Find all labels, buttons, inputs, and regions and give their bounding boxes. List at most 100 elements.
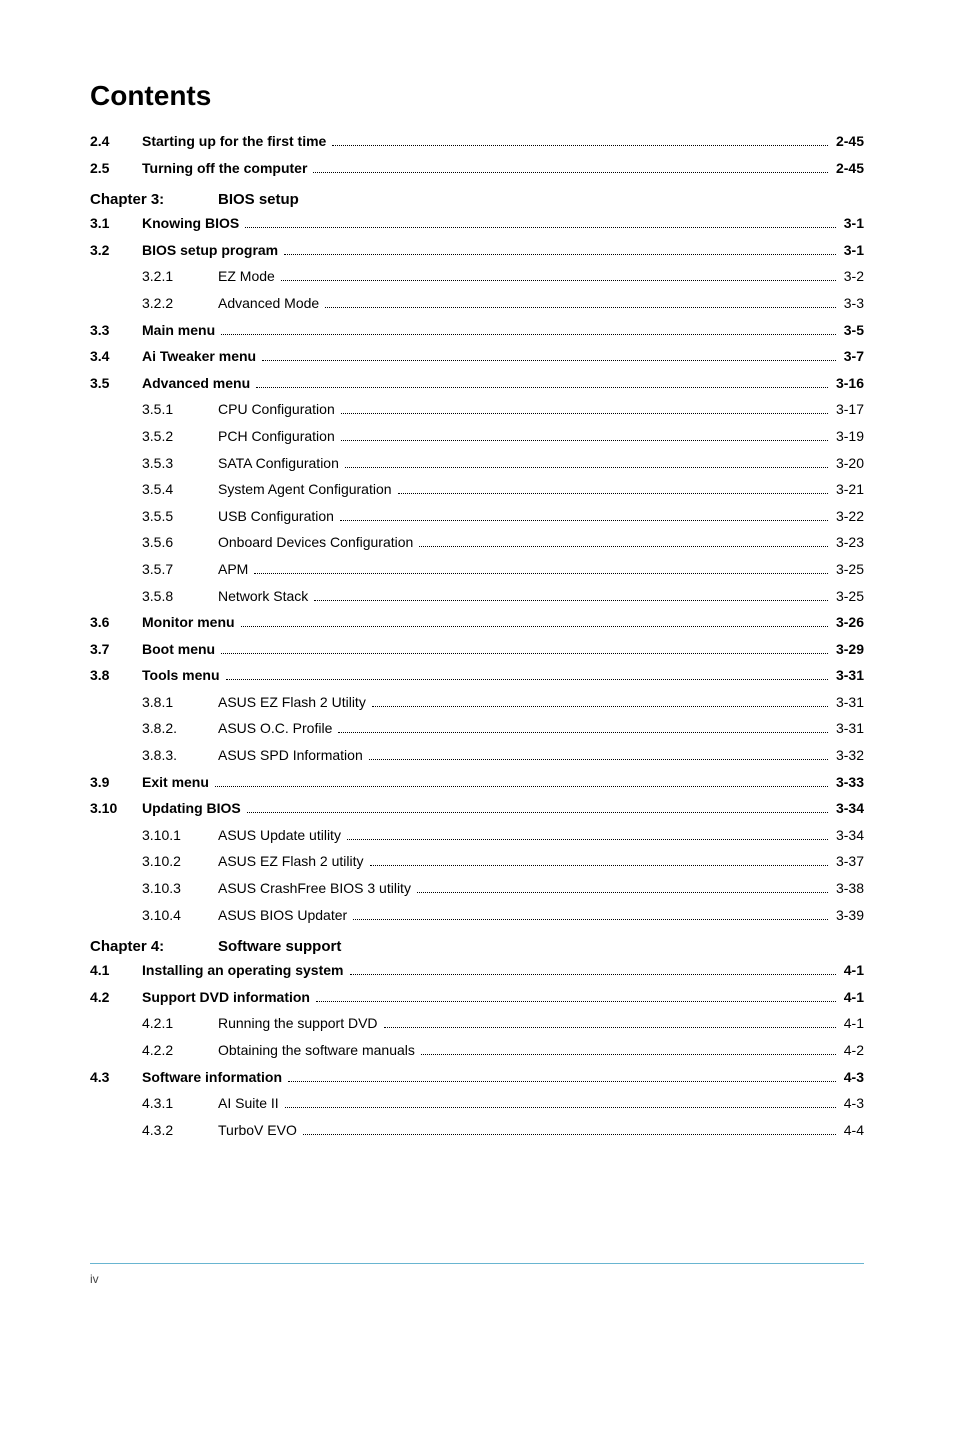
toc-leader-dots <box>316 1001 836 1002</box>
toc-section-number: 3.7 <box>90 636 142 663</box>
toc-page-number: 4-1 <box>840 984 864 1011</box>
toc-row: 4.1Installing an operating system4-1 <box>90 957 864 984</box>
toc-subsection-number: 3.5.6 <box>142 529 218 556</box>
toc-subrow: 3.2.2Advanced Mode3-3 <box>90 290 864 317</box>
toc-row: 4.3Software information4-3 <box>90 1064 864 1091</box>
toc-subsection-number: 4.3.1 <box>142 1090 218 1117</box>
toc-page-number: 4-2 <box>840 1037 864 1064</box>
toc-page-number: 3-25 <box>832 556 864 583</box>
toc-subrow: 3.8.2.ASUS O.C. Profile3-31 <box>90 715 864 742</box>
toc-subsection-title: ASUS EZ Flash 2 Utility <box>218 689 370 716</box>
toc-section-number: 3.4 <box>90 343 142 370</box>
toc-subsection-title: Onboard Devices Configuration <box>218 529 417 556</box>
toc-page-number: 3-34 <box>832 795 864 822</box>
toc-section-number: 3.5 <box>90 370 142 397</box>
toc-subsection-number: 3.5.2 <box>142 423 218 450</box>
chapter-heading: Chapter 4:Software support <box>90 938 864 955</box>
toc-subsection-title: System Agent Configuration <box>218 476 396 503</box>
toc-page-number: 3-5 <box>840 317 864 344</box>
toc-subsection-title: EZ Mode <box>218 263 279 290</box>
toc-subsection-number: 3.5.8 <box>142 583 218 610</box>
chapter-label: Chapter 4: <box>90 938 218 955</box>
toc-subrow: 4.3.1AI Suite II4-3 <box>90 1090 864 1117</box>
toc-section-title: Ai Tweaker menu <box>142 343 260 370</box>
toc-subrow: 3.5.4System Agent Configuration3-21 <box>90 476 864 503</box>
toc-page-number: 3-29 <box>832 636 864 663</box>
toc-subsection-number: 3.2.2 <box>142 290 218 317</box>
toc-page-number: 2-45 <box>832 155 864 182</box>
toc-subsection-title: Obtaining the software manuals <box>218 1037 419 1064</box>
toc-leader-dots <box>215 786 828 787</box>
toc-page-number: 3-17 <box>832 396 864 423</box>
toc-subsection-number: 3.5.4 <box>142 476 218 503</box>
toc-section-title: Starting up for the first time <box>142 128 330 155</box>
toc-section-number: 4.2 <box>90 984 142 1011</box>
toc-subsection-title: TurboV EVO <box>218 1117 301 1144</box>
toc-container: 2.4Starting up for the first time2-452.5… <box>90 128 864 1143</box>
toc-page-number: 3-22 <box>832 503 864 530</box>
toc-leader-dots <box>325 307 836 308</box>
toc-row: 2.4Starting up for the first time2-45 <box>90 128 864 155</box>
toc-leader-dots <box>417 892 828 893</box>
toc-row: 3.2BIOS setup program 3-1 <box>90 237 864 264</box>
toc-section-title: Updating BIOS <box>142 795 245 822</box>
toc-row: 4.2Support DVD information 4-1 <box>90 984 864 1011</box>
toc-leader-dots <box>281 280 836 281</box>
toc-subsection-title: Running the support DVD <box>218 1010 382 1037</box>
toc-subrow: 3.8.3.ASUS SPD Information3-32 <box>90 742 864 769</box>
toc-page-number: 3-20 <box>832 450 864 477</box>
toc-section-title: Software information <box>142 1064 286 1091</box>
toc-subrow: 3.5.3SATA Configuration3-20 <box>90 450 864 477</box>
toc-page-number: 2-45 <box>832 128 864 155</box>
toc-leader-dots <box>314 600 828 601</box>
toc-section-number: 3.2 <box>90 237 142 264</box>
toc-page-number: 3-25 <box>832 583 864 610</box>
toc-row: 3.8Tools menu3-31 <box>90 662 864 689</box>
toc-row: 3.7Boot menu3-29 <box>90 636 864 663</box>
toc-section-title: Installing an operating system <box>142 957 348 984</box>
toc-page-number: 3-3 <box>840 290 864 317</box>
toc-subsection-number: 3.10.2 <box>142 848 218 875</box>
toc-leader-dots <box>303 1134 836 1135</box>
toc-leader-dots <box>384 1027 836 1028</box>
page-footer: iv <box>90 1263 864 1286</box>
toc-subsection-title: ASUS O.C. Profile <box>218 715 336 742</box>
toc-subrow: 3.5.2PCH Configuration3-19 <box>90 423 864 450</box>
toc-leader-dots <box>254 573 828 574</box>
toc-subrow: 3.10.2ASUS EZ Flash 2 utility3-37 <box>90 848 864 875</box>
toc-subrow: 3.5.1CPU Configuration3-17 <box>90 396 864 423</box>
toc-leader-dots <box>419 546 828 547</box>
toc-leader-dots <box>247 812 828 813</box>
toc-section-number: 3.3 <box>90 317 142 344</box>
toc-leader-dots <box>284 254 836 255</box>
toc-page-number: 3-31 <box>832 662 864 689</box>
toc-page-number: 4-3 <box>840 1064 864 1091</box>
toc-section-number: 4.1 <box>90 957 142 984</box>
toc-subsection-number: 3.8.1 <box>142 689 218 716</box>
toc-subsection-number: 4.3.2 <box>142 1117 218 1144</box>
toc-subsection-number: 3.5.1 <box>142 396 218 423</box>
toc-subsection-title: ASUS CrashFree BIOS 3 utility <box>218 875 415 902</box>
toc-row: 3.1Knowing BIOS3-1 <box>90 210 864 237</box>
chapter-title: BIOS setup <box>218 191 299 208</box>
toc-section-title: BIOS setup program <box>142 237 282 264</box>
toc-leader-dots <box>332 145 828 146</box>
toc-subsection-number: 4.2.2 <box>142 1037 218 1064</box>
toc-subsection-title: APM <box>218 556 252 583</box>
toc-section-title: Main menu <box>142 317 219 344</box>
toc-section-title: Support DVD information <box>142 984 314 1011</box>
toc-subsection-title: SATA Configuration <box>218 450 343 477</box>
toc-row: 3.6Monitor menu3-26 <box>90 609 864 636</box>
toc-page-number: 3-7 <box>840 343 864 370</box>
toc-row: 3.4Ai Tweaker menu 3-7 <box>90 343 864 370</box>
toc-leader-dots <box>285 1107 836 1108</box>
toc-subsection-number: 4.2.1 <box>142 1010 218 1037</box>
toc-page-number: 3-1 <box>840 237 864 264</box>
toc-subsection-number: 3.8.2. <box>142 715 218 742</box>
toc-page-number: 4-4 <box>840 1117 864 1144</box>
toc-subrow: 3.5.8Network Stack3-25 <box>90 583 864 610</box>
toc-section-title: Advanced menu <box>142 370 254 397</box>
toc-leader-dots <box>353 919 828 920</box>
toc-subsection-number: 3.5.5 <box>142 503 218 530</box>
toc-page-number: 3-23 <box>832 529 864 556</box>
